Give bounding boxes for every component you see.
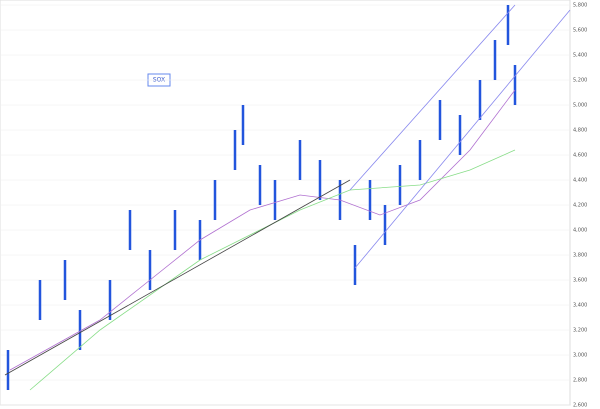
y-tick-label: 4,000 (573, 228, 587, 234)
y-tick-label: 4,400 (573, 178, 587, 184)
y-tick-label: 3,600 (573, 278, 587, 284)
overlay-line (349, 4, 516, 191)
overlay-line (9, 89, 516, 371)
y-tick-label: 2,800 (573, 378, 587, 384)
y-tick-label: 3,400 (573, 303, 587, 309)
overlay-line (29, 149, 516, 391)
y-tick-label: 5,600 (573, 28, 587, 34)
y-tick-label: 4,200 (573, 203, 587, 209)
y-tick-label: 2,600 (573, 403, 587, 409)
plot-area (0, 0, 571, 406)
y-tick-label: 3,000 (573, 353, 587, 359)
y-tick-label: 4,800 (573, 128, 587, 134)
y-tick-label: 4,600 (573, 153, 587, 159)
y-tick-label: 5,200 (573, 78, 587, 84)
y-tick-label: 5,000 (573, 103, 587, 109)
y-tick-label: 3,200 (573, 328, 587, 334)
overlay-line (354, 9, 571, 269)
y-tick-label: 5,800 (573, 3, 587, 9)
y-tick-label: 5,400 (573, 53, 587, 59)
y-tick-label: 3,800 (573, 253, 587, 259)
overlay-line (4, 179, 351, 376)
